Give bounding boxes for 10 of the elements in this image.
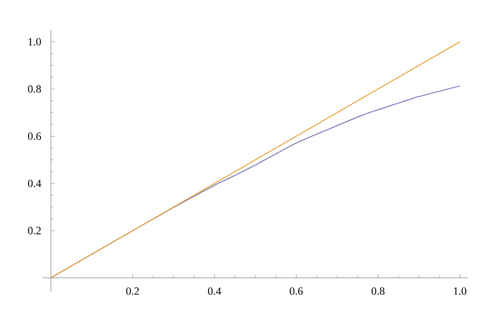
- y-tick-label: 1.0: [28, 38, 41, 46]
- x-tick-label: 0.4: [208, 287, 222, 295]
- x-tick-label: 0.8: [372, 287, 384, 295]
- y-tick-label: 0.2: [28, 226, 41, 234]
- y-tick-label: 0.6: [28, 132, 42, 140]
- x-tick-label: 0.2: [126, 287, 139, 295]
- y-tick-label: 0.4: [28, 180, 42, 188]
- x-tick-label: 0.6: [290, 287, 303, 295]
- x-tick-label: 1.0: [454, 287, 466, 295]
- y-tick-label: 0.8: [28, 85, 41, 93]
